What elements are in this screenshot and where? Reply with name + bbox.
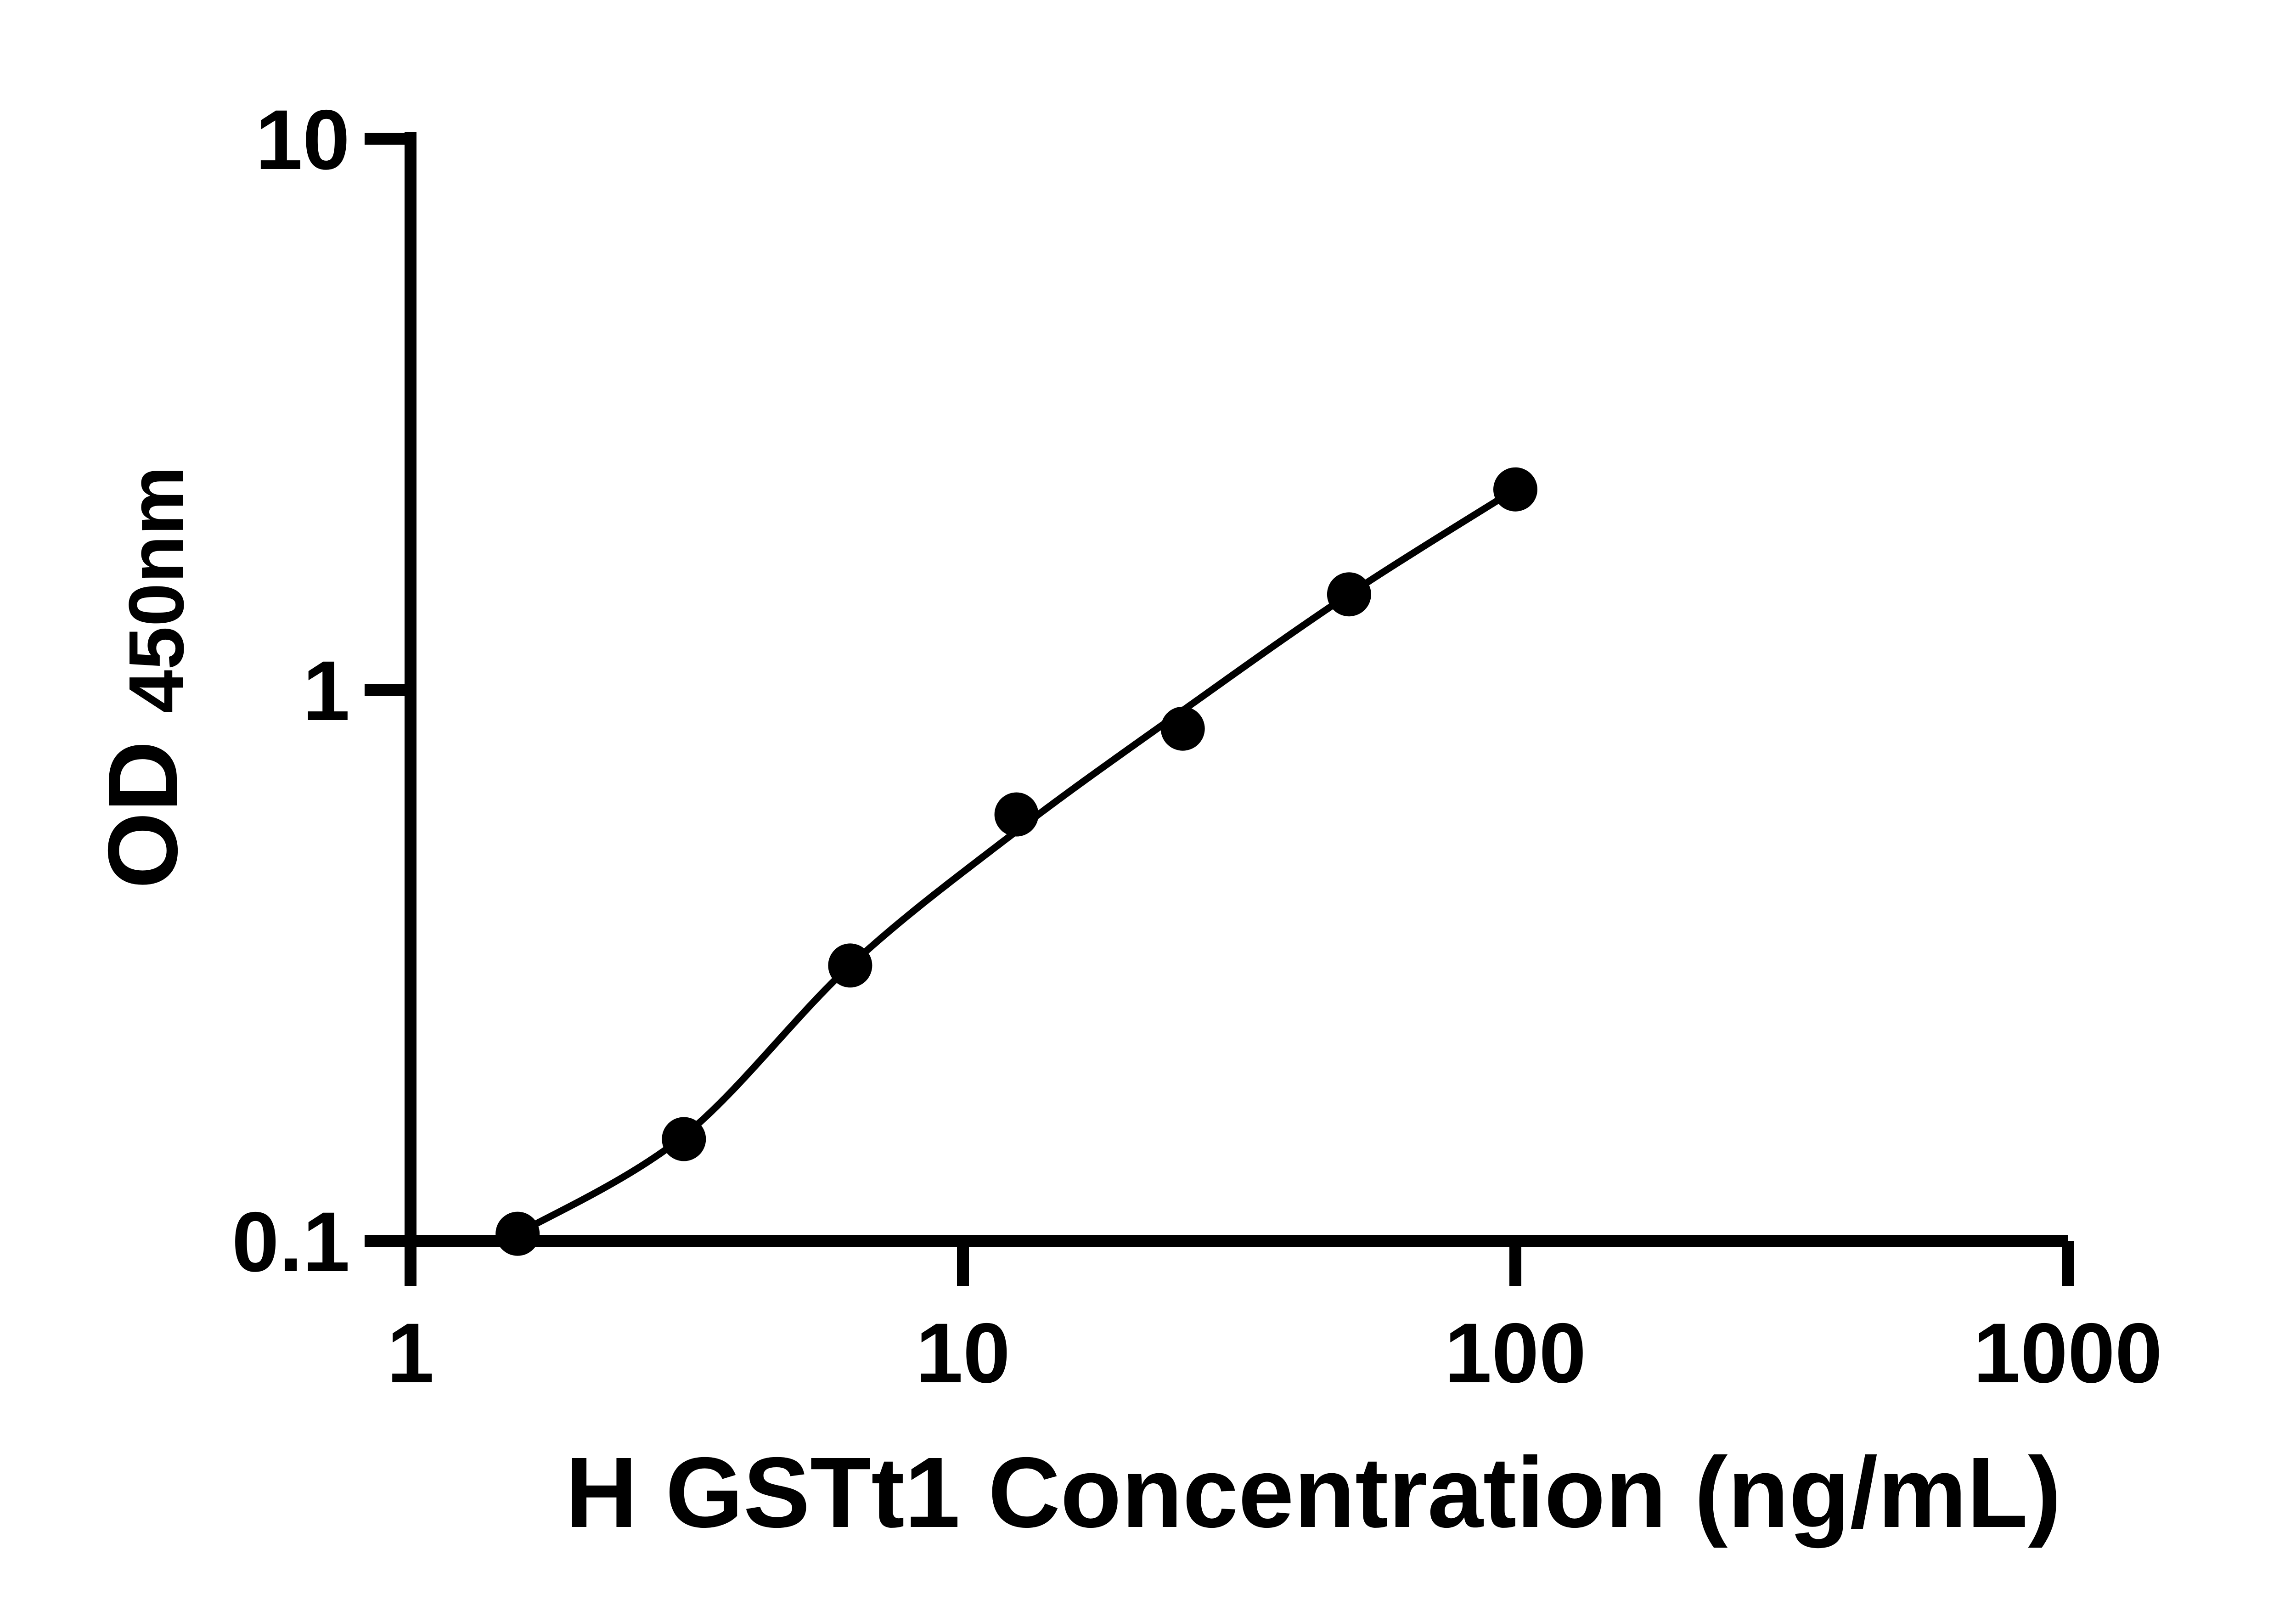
y-tick-label: 0.1 bbox=[232, 1195, 350, 1290]
y-tick-label: 10 bbox=[255, 93, 350, 187]
x-tick-label: 100 bbox=[1445, 1306, 1587, 1401]
y-axis-title-main: OD bbox=[87, 741, 198, 889]
y-tick-label: 1 bbox=[303, 644, 350, 738]
data-point bbox=[495, 1211, 540, 1256]
x-tick-label: 1000 bbox=[1973, 1306, 2162, 1401]
x-tick-label: 10 bbox=[916, 1306, 1010, 1401]
plot-layer: 0.1 1 10 1 10 100 1000 bbox=[232, 93, 2162, 1401]
y-axis-title: OD 450nm bbox=[87, 466, 200, 889]
data-point bbox=[828, 943, 872, 988]
data-point bbox=[1160, 706, 1205, 751]
data-point bbox=[662, 1117, 706, 1161]
data-point bbox=[1327, 572, 1371, 617]
data-point bbox=[994, 792, 1039, 837]
x-axis-title: H GSTt1 Concentration (ng/mL) bbox=[565, 1437, 2061, 1549]
x-tick-label: 1 bbox=[387, 1306, 434, 1401]
data-point bbox=[1493, 467, 1537, 512]
y-axis-title-subscript: 450nm bbox=[113, 466, 200, 714]
